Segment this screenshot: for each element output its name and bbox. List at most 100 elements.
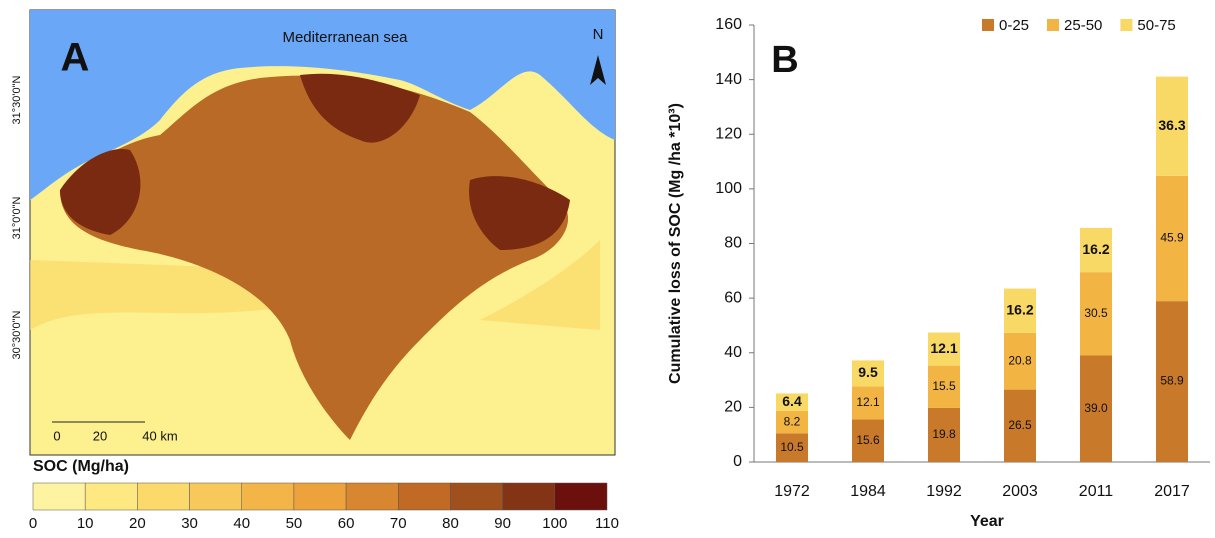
legend-label: 25-50 — [1064, 17, 1102, 34]
bar-segment — [1156, 301, 1188, 462]
colorbar-tick-label: 60 — [338, 515, 355, 532]
delta — [60, 75, 569, 441]
y-tick-label: 120 — [715, 125, 742, 142]
colorbar-swatch — [84, 482, 138, 511]
data-label: 20.8 — [1008, 353, 1032, 367]
north-arrow — [590, 55, 606, 85]
sea — [30, 10, 615, 200]
bar-segment — [1080, 272, 1112, 356]
data-label: 36.3 — [1158, 117, 1185, 133]
data-label: 45.9 — [1160, 231, 1184, 245]
x-tick-label: 2017 — [1154, 483, 1190, 500]
bar-segment — [928, 407, 960, 462]
lake-north — [300, 73, 420, 143]
bar-segment — [776, 433, 808, 462]
data-label: 8.2 — [784, 414, 801, 428]
legend-swatch — [1120, 19, 1133, 31]
bar-segment — [1004, 332, 1036, 390]
bar-segment — [1156, 175, 1188, 302]
data-label: 26.5 — [1008, 418, 1032, 432]
north-label: N — [593, 26, 604, 43]
y-axis-title: Cumulative loss of SOC (Mg /ha *10³) — [667, 103, 684, 384]
colorbar-swatch — [345, 482, 399, 511]
bar-segment — [928, 365, 960, 408]
colorbar-tick-label: 30 — [181, 515, 198, 532]
x-axis-title: Year — [970, 513, 1004, 530]
bar-segment — [776, 410, 808, 434]
x-tick-label: 2011 — [1079, 483, 1114, 500]
legend-swatch — [982, 19, 994, 31]
colorbar-swatch — [189, 482, 242, 511]
y-tick-label: 20 — [724, 399, 742, 416]
panel-label: B — [771, 39, 798, 81]
data-label: 12.1 — [856, 395, 880, 409]
colorbar-swatch — [293, 482, 347, 511]
colorbar-tick-label: 110 — [595, 515, 619, 532]
legend-label: 0-25 — [999, 17, 1029, 34]
data-label: 15.5 — [932, 379, 956, 393]
colorbar-tick-label: 70 — [390, 515, 407, 532]
x-tick-label: 1972 — [774, 483, 810, 500]
lake-east — [469, 176, 570, 250]
data-label: 12.1 — [930, 340, 957, 356]
bar-segment — [1080, 227, 1112, 273]
bar-segment — [928, 332, 960, 366]
colorbar-tick-label: 40 — [233, 515, 250, 532]
bar-segment — [1004, 288, 1036, 333]
bar-segment — [776, 393, 808, 411]
panel-label: A — [61, 36, 90, 80]
data-label: 15.6 — [856, 433, 880, 447]
colorbar-tick-label: 0 — [29, 515, 37, 532]
bar-segment — [1080, 355, 1112, 462]
latitude-label: 31°0'0"N — [11, 197, 23, 240]
scale-label: 40 km — [142, 428, 177, 443]
y-tick-label: 0 — [733, 453, 742, 470]
legend-label: 50-75 — [1137, 17, 1175, 34]
legend-swatch — [1047, 19, 1060, 31]
colorbar-tick-label: 20 — [129, 515, 146, 532]
y-tick-label: 40 — [724, 344, 742, 361]
desert-east — [480, 240, 600, 330]
data-label: 16.2 — [1006, 301, 1033, 317]
colorbar-tick-label: 50 — [286, 515, 303, 532]
y-tick-label: 100 — [715, 180, 742, 197]
colorbar-title: SOC (Mg/ha) — [33, 458, 129, 475]
colorbar-swatch — [502, 482, 556, 511]
bar-segment — [852, 419, 884, 462]
data-label: 6.4 — [782, 393, 802, 409]
colorbar-swatch — [450, 482, 503, 511]
colorbar-swatch — [137, 482, 190, 511]
x-tick-label: 2003 — [1002, 483, 1038, 500]
bar-segment — [1004, 389, 1036, 462]
sea-label: Mediterranean sea — [282, 29, 408, 46]
scale-label: 0 — [53, 428, 60, 443]
y-tick-label: 140 — [715, 71, 742, 88]
lake-west — [60, 149, 141, 235]
y-tick-label: 80 — [724, 235, 742, 252]
y-tick-label: 160 — [715, 16, 742, 33]
colorbar-swatch — [241, 482, 295, 511]
x-tick-label: 1992 — [926, 483, 962, 500]
data-label: 58.9 — [1160, 374, 1184, 388]
data-label: 30.5 — [1084, 306, 1108, 320]
bar-segment — [852, 386, 884, 420]
data-label: 19.8 — [932, 427, 956, 441]
x-tick-label: 1984 — [850, 483, 886, 500]
colorbar-swatch — [32, 482, 86, 511]
colorbar-tick-label: 100 — [542, 515, 567, 532]
colorbar-tick-label: 80 — [442, 515, 459, 532]
data-label: 39.0 — [1084, 401, 1108, 415]
data-label: 10.5 — [780, 440, 804, 454]
data-label: 9.5 — [858, 364, 878, 380]
colorbar-swatch — [554, 482, 608, 511]
latitude-label: 31°30'0"N — [11, 75, 23, 124]
data-label: 16.2 — [1082, 241, 1109, 257]
bar-segment — [1156, 76, 1188, 176]
latitude-label: 30°30'0"N — [11, 310, 23, 359]
colorbar-tick-label: 10 — [77, 515, 94, 532]
bar-segment — [852, 360, 884, 387]
colorbar-tick-label: 90 — [494, 515, 511, 532]
map — [29, 9, 616, 456]
y-tick-label: 60 — [724, 289, 742, 306]
